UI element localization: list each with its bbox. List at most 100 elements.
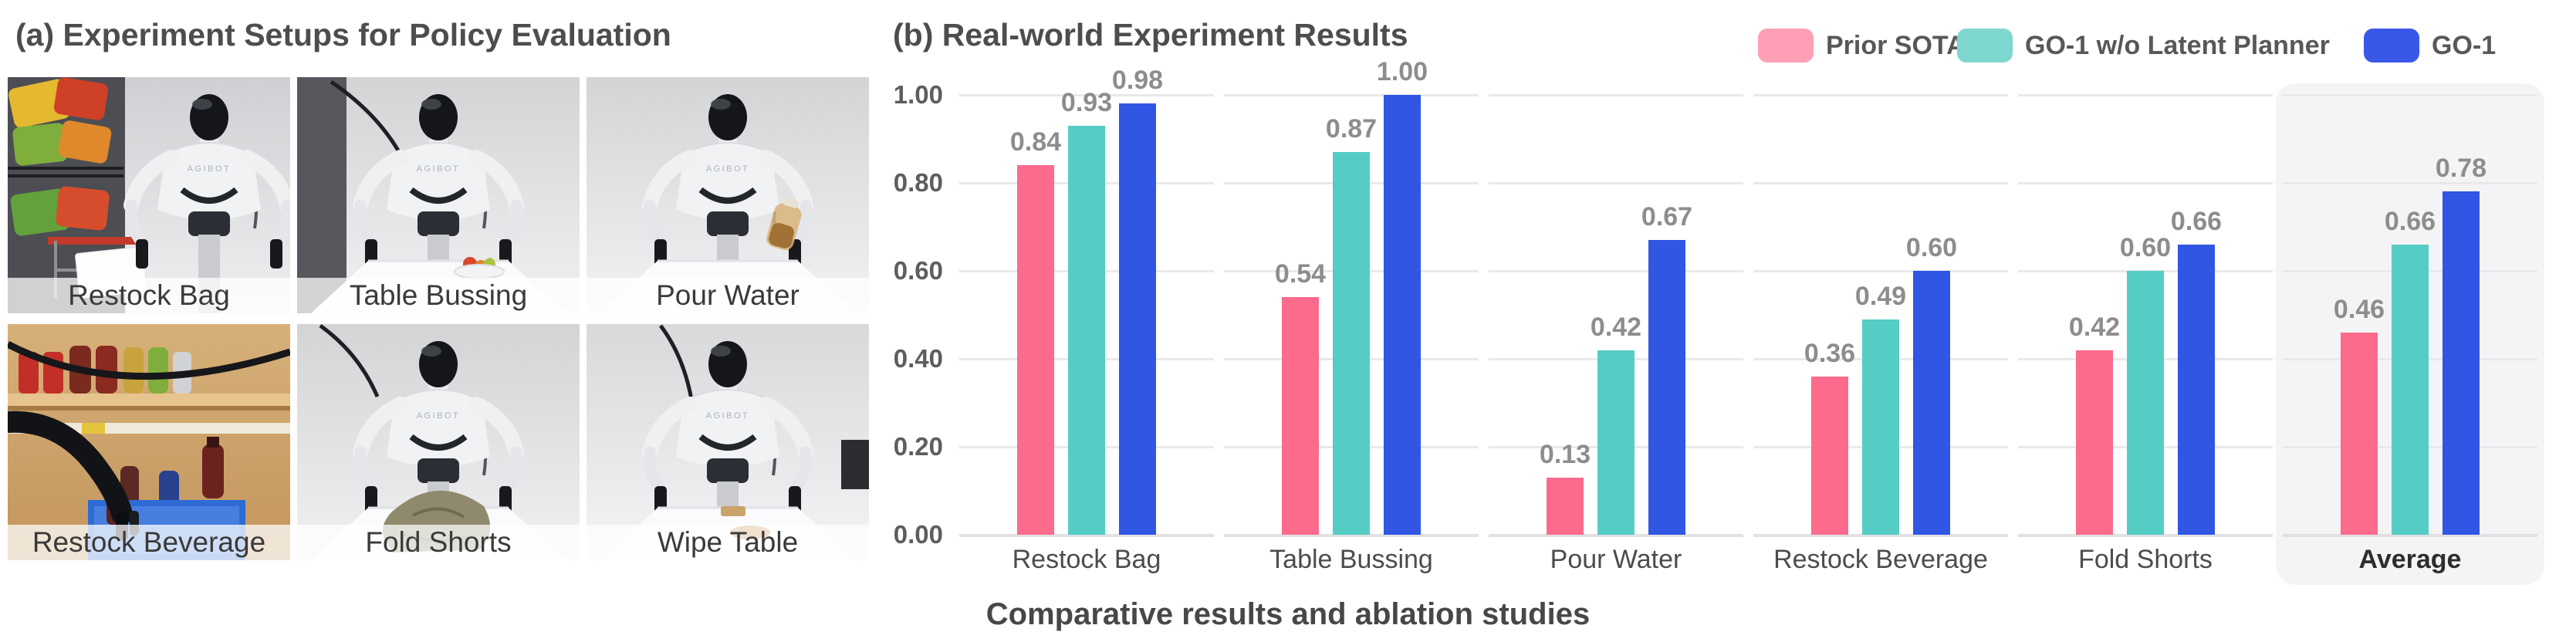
photo-tile-table-bussing: AGIBOT Table Bussing: [297, 77, 580, 313]
robot-brand-text: AGIBOT: [188, 164, 232, 174]
bar-go-1-fold-shorts: [2178, 245, 2215, 535]
bar-go-1-pour-water: [1648, 240, 1685, 535]
bar-value-label: 0.60: [1905, 233, 1958, 262]
bar-value-label: 0.49: [1854, 282, 1907, 311]
photo-label: Table Bussing: [297, 278, 580, 313]
legend-label: GO-1: [2432, 30, 2497, 60]
photo-tile-restock-bag: AGIBOT Restock Bag: [8, 77, 290, 313]
bar-value-label: 0.67: [1641, 202, 1693, 231]
bar-value-label: 0.78: [2435, 154, 2487, 183]
bar-go-1-w-o-latent-planner-restock-bag: [1068, 126, 1105, 535]
bar-value-label: 1.00: [1376, 57, 1428, 86]
y-axis-tick-label: 0.40: [893, 344, 943, 373]
y-axis-tick-label: 0.60: [893, 256, 943, 285]
x-axis-line: [1753, 534, 2008, 537]
y-axis-tick-label: 0.80: [893, 168, 943, 197]
grid-line: [959, 94, 1214, 96]
legend-item-go-1: GO-1: [2364, 29, 2496, 63]
legend-swatch-go-1-w-o-latent-planner: [1957, 29, 2013, 63]
category-label-pour-water: Pour Water: [1550, 545, 1682, 574]
robot-brand-text: AGIBOT: [706, 411, 750, 421]
legend-label: Prior SOTA: [1826, 30, 1966, 60]
bar-value-label: 0.98: [1111, 66, 1164, 95]
category-label-average: Average: [2358, 545, 2462, 574]
grid-line: [2018, 182, 2273, 184]
legend-item-prior-sota: Prior SOTA: [1758, 29, 1966, 63]
photo-label: Wipe Table: [587, 525, 869, 560]
y-axis-tick-label: 0.00: [893, 520, 943, 549]
bar-prior-sota-average: [2341, 333, 2378, 535]
legend-swatch-prior-sota: [1758, 29, 1814, 63]
bar-go-1-restock-beverage: [1913, 271, 1950, 535]
bar-value-label: 0.42: [1590, 313, 1642, 342]
grid-line: [1753, 94, 2008, 96]
bar-value-label: 0.60: [2119, 233, 2172, 262]
bar-go-1-w-o-latent-planner-restock-beverage: [1862, 319, 1899, 535]
legend-label: GO-1 w/o Latent Planner: [2025, 30, 2330, 60]
photo-grid: AGIBOT Restock Bag AGIBOT: [8, 77, 877, 560]
chart-caption: Comparative results and ablation studies: [985, 597, 1591, 631]
grid-line: [1489, 270, 1743, 272]
x-axis-line: [1489, 534, 1743, 537]
grid-line: [1489, 182, 1743, 184]
robot-illustration: AGIBOT: [642, 341, 813, 560]
x-axis-line: [2018, 534, 2273, 537]
bar-go-1-w-o-latent-planner-average: [2392, 245, 2429, 535]
bar-go-1-w-o-latent-planner-fold-shorts: [2127, 271, 2164, 535]
grid-line: [2283, 94, 2537, 96]
robot-brand-text: AGIBOT: [706, 164, 750, 174]
x-axis-line: [2283, 534, 2537, 537]
legend-item-go-1-w-o-latent-planner: GO-1 w/o Latent Planner: [1957, 29, 2330, 63]
category-label-restock-bag: Restock Bag: [1012, 545, 1161, 574]
snack-rack-illustration: [8, 77, 123, 236]
juice-jug-illustration: [766, 198, 802, 251]
bar-prior-sota-table-bussing: [1282, 297, 1319, 535]
bar-value-label: 0.66: [2384, 207, 2436, 236]
photo-image: AGIBOT: [587, 324, 869, 560]
bar-value-label: 0.84: [1009, 127, 1062, 157]
photo-image: [8, 324, 290, 560]
photo-image: AGIBOT: [587, 77, 869, 313]
category-label-table-bussing: Table Bussing: [1269, 545, 1433, 574]
grid-line: [2018, 94, 2273, 96]
grid-line: [2283, 182, 2537, 184]
bar-prior-sota-pour-water: [1547, 478, 1584, 535]
x-axis-line: [1224, 534, 1479, 537]
bar-value-label: 0.42: [2068, 313, 2121, 342]
y-axis-tick-label: 1.00: [893, 80, 943, 109]
bar-value-label: 0.13: [1539, 440, 1591, 469]
grid-line: [1753, 270, 2008, 272]
x-axis-line: [959, 534, 1214, 537]
photo-label: Restock Bag: [8, 278, 290, 313]
grid-line: [1224, 94, 1479, 96]
grid-line: [1753, 182, 2008, 184]
grid-line: [1489, 94, 1743, 96]
photo-tile-wipe-table: AGIBOT Wipe Table: [587, 324, 869, 560]
bar-value-label: 0.36: [1804, 339, 1856, 368]
bar-value-label: 0.93: [1060, 88, 1113, 117]
robot-brand-text: AGIBOT: [417, 164, 461, 174]
photo-label: Pour Water: [587, 278, 869, 313]
bar-value-label: 0.46: [2333, 295, 2385, 324]
bar-value-label: 0.66: [2170, 207, 2223, 236]
bar-value-label: 0.87: [1325, 114, 1378, 144]
photo-tile-restock-beverage: Restock Beverage: [8, 324, 290, 560]
bar-go-1-w-o-latent-planner-table-bussing: [1333, 152, 1370, 535]
photo-tile-fold-shorts: AGIBOT Fold Shorts: [297, 324, 580, 560]
bar-prior-sota-fold-shorts: [2076, 350, 2113, 535]
bar-go-1-average: [2442, 191, 2480, 535]
bar-go-1-w-o-latent-planner-pour-water: [1597, 350, 1635, 535]
y-axis-tick-label: 0.20: [893, 432, 943, 461]
bar-go-1-table-bussing: [1384, 95, 1421, 535]
photo-image: AGIBOT: [8, 77, 290, 313]
legend-swatch-go-1: [2364, 29, 2419, 63]
robot-illustration: AGIBOT: [123, 94, 290, 313]
panel-a-title: (a) Experiment Setups for Policy Evaluat…: [15, 17, 671, 52]
photo-label: Restock Beverage: [8, 525, 290, 560]
bar-prior-sota-restock-bag: [1017, 165, 1054, 535]
robot-brand-text: AGIBOT: [417, 411, 461, 421]
bar-go-1-restock-bag: [1119, 103, 1156, 535]
category-label-restock-beverage: Restock Beverage: [1773, 545, 1988, 574]
bar-prior-sota-restock-beverage: [1811, 377, 1848, 535]
